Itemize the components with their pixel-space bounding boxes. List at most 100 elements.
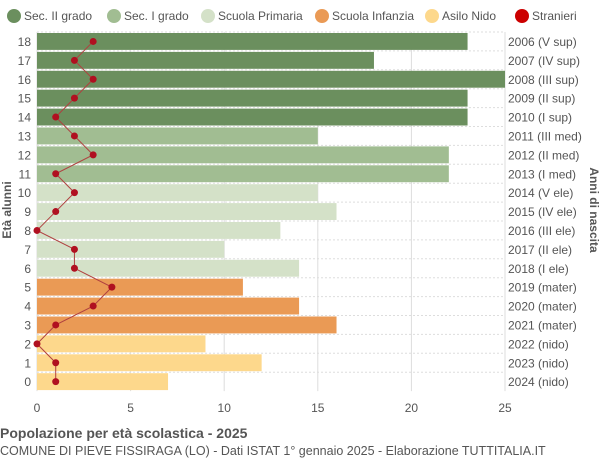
legend-label: Sec. II grado	[24, 9, 92, 23]
chart-svg: Sec. II grado Sec. I grado Scuola Primaria…	[0, 9, 600, 415]
stranieri-point	[89, 302, 97, 310]
age-label: 12	[18, 148, 32, 162]
bar	[37, 165, 449, 183]
birth-year-label: 2011 (III med)	[508, 130, 582, 144]
age-label: 10	[18, 186, 32, 200]
stranieri-point	[70, 56, 78, 64]
stranieri-point	[70, 264, 78, 272]
stranieri-point	[52, 113, 60, 121]
legend-label: Asilo Nido	[442, 9, 496, 23]
bar	[37, 259, 300, 277]
birth-year-label: 2018 (I ele)	[508, 262, 569, 276]
legend-swatch	[515, 9, 529, 23]
stranieri-point	[52, 208, 60, 216]
age-label: 18	[18, 35, 32, 49]
bar	[37, 335, 206, 353]
birth-year-label: 2023 (nido)	[508, 356, 569, 370]
age-label: 6	[24, 262, 31, 276]
stranieri-point	[52, 359, 60, 367]
bar	[37, 222, 281, 239]
birth-year-label: 2024 (nido)	[508, 375, 569, 389]
bar	[37, 278, 243, 296]
legend-swatch	[7, 9, 21, 23]
legend-swatch	[201, 9, 215, 23]
birth-year-label: 2014 (V ele)	[508, 186, 573, 200]
y-axis-right-label: Anni di nascita	[587, 167, 600, 253]
y-axis-label: Età alunni	[0, 181, 14, 238]
age-label: 14	[18, 111, 32, 125]
birth-year-label: 2022 (nido)	[508, 337, 569, 351]
stranieri-point	[89, 37, 97, 45]
legend-swatch	[107, 9, 121, 23]
bar	[37, 108, 468, 126]
x-tick-label: 10	[218, 401, 232, 415]
bar	[37, 373, 169, 391]
legend-label: Stranieri	[532, 9, 577, 23]
age-label: 11	[19, 167, 32, 181]
age-label: 15	[18, 92, 32, 106]
birth-year-label: 2007 (IV sup)	[508, 54, 580, 68]
stranieri-point	[89, 151, 97, 159]
bar	[37, 184, 318, 202]
age-label: 8	[24, 224, 31, 238]
bar	[37, 146, 449, 164]
age-label: 0	[24, 375, 31, 389]
stranieri-point	[89, 75, 97, 83]
bar	[37, 297, 300, 315]
stranieri-point	[70, 94, 78, 102]
age-label: 4	[24, 300, 31, 314]
age-label: 13	[18, 130, 32, 144]
stranieri-point	[52, 170, 60, 178]
x-tick-label: 15	[311, 401, 325, 415]
birth-year-label: 2016 (III ele)	[508, 224, 575, 238]
bar	[37, 240, 225, 258]
birth-year-label: 2017 (II ele)	[508, 243, 572, 257]
x-tick-label: 20	[405, 401, 419, 415]
stranieri-point	[52, 321, 60, 329]
x-tick-label: 25	[498, 401, 512, 415]
age-label: 1	[24, 356, 31, 370]
legend-label: Sec. I grado	[124, 9, 189, 23]
legend-label: Scuola Infanzia	[332, 9, 414, 23]
age-label: 9	[24, 205, 31, 219]
bar	[37, 89, 468, 107]
bar	[37, 33, 468, 50]
birth-year-label: 2010 (I sup)	[508, 111, 572, 125]
stranieri-point	[52, 378, 60, 386]
birth-year-label: 2015 (IV ele)	[508, 205, 577, 219]
stranieri-point	[70, 189, 78, 197]
stranieri-point	[70, 132, 78, 140]
birth-year-label: 2020 (mater)	[508, 300, 577, 314]
stranieri-point	[33, 340, 41, 348]
bar	[37, 203, 337, 220]
age-label: 17	[18, 54, 32, 68]
birth-year-label: 2019 (mater)	[508, 281, 577, 295]
age-label: 7	[24, 243, 31, 257]
stranieri-point	[33, 226, 41, 234]
birth-year-label: 2021 (mater)	[508, 319, 577, 333]
chart-subtitle: COMUNE DI PIEVE FISSIRAGA (LO) - Dati IS…	[0, 444, 546, 458]
birth-year-label: 2006 (V sup)	[508, 35, 577, 49]
x-tick-label: 5	[127, 401, 134, 415]
stranieri-point	[70, 245, 78, 253]
bar	[37, 316, 337, 334]
age-label: 5	[24, 281, 31, 295]
chart-title: Popolazione per età scolastica - 2025	[0, 425, 248, 441]
x-tick-label: 0	[34, 401, 41, 415]
age-label: 3	[24, 319, 31, 333]
birth-year-label: 2013 (I med)	[508, 167, 576, 181]
stranieri-point	[108, 283, 116, 291]
bar	[37, 127, 318, 145]
legend-label: Scuola Primaria	[218, 9, 303, 23]
legend-swatch	[315, 9, 329, 23]
bar	[37, 354, 262, 372]
age-label: 16	[18, 73, 32, 87]
age-label: 2	[24, 337, 31, 351]
birth-year-label: 2008 (III sup)	[508, 73, 579, 87]
bar	[37, 51, 374, 69]
legend-swatch	[425, 9, 439, 23]
birth-year-label: 2009 (II sup)	[508, 92, 575, 106]
bar	[37, 70, 505, 88]
birth-year-label: 2012 (II med)	[508, 148, 579, 162]
